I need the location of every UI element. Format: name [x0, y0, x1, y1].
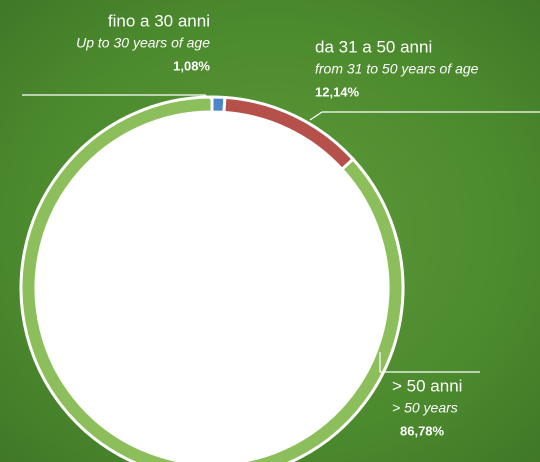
- donut-center: [34, 110, 390, 462]
- category-label: da 31 a 50 anni: [315, 37, 432, 56]
- category-label: > 50 anni: [392, 376, 462, 395]
- leader-line: [309, 111, 540, 121]
- labels: fino a 30 anni Up to 30 years of age 1,08%…: [76, 11, 479, 438]
- value-label: 86,78%: [400, 423, 445, 438]
- category-subtitle: > 50 years: [392, 400, 458, 416]
- value-label: 12,14%: [315, 84, 360, 99]
- leader-line: [379, 352, 480, 373]
- leader-line: [22, 94, 213, 101]
- category-subtitle: from 31 to 50 years of age: [315, 61, 479, 77]
- slices: [19, 95, 405, 462]
- donut-slice: [19, 95, 405, 462]
- category-label: fino a 30 anni: [108, 11, 210, 30]
- value-label: 1,08%: [173, 58, 210, 73]
- category-subtitle: Up to 30 years of age: [76, 35, 210, 51]
